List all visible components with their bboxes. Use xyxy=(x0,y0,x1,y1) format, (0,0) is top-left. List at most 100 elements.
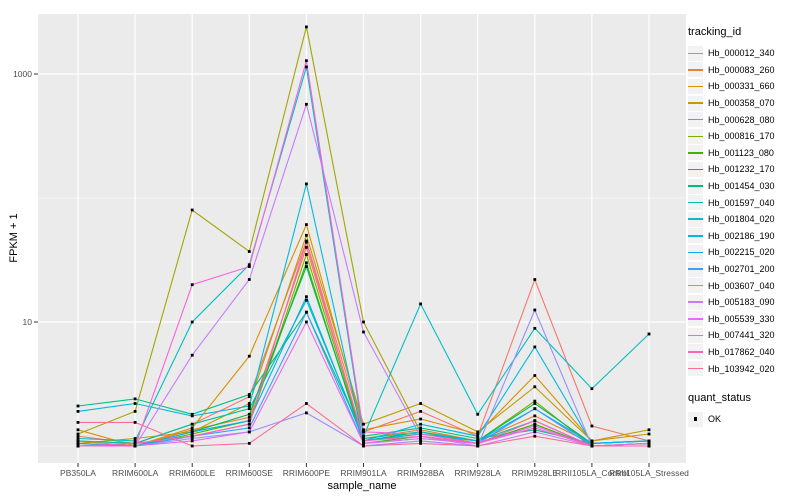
data-point xyxy=(362,320,365,324)
legend-line-icon xyxy=(688,235,703,237)
data-point xyxy=(305,65,308,69)
legend-item-label: Hb_002215_020 xyxy=(708,247,775,258)
legend-line-icon xyxy=(688,251,703,254)
legend-line-icon xyxy=(688,351,703,353)
data-point xyxy=(247,416,251,419)
legend-item-ok: OK xyxy=(688,411,798,428)
data-point xyxy=(362,430,365,434)
data-point xyxy=(76,432,80,436)
data-point xyxy=(247,442,251,445)
data-point xyxy=(247,265,251,268)
legend-key xyxy=(688,145,703,161)
data-point xyxy=(305,102,308,106)
data-point xyxy=(419,426,422,430)
ok-point-icon xyxy=(693,417,698,421)
data-point xyxy=(476,434,480,438)
data-point xyxy=(647,444,651,448)
data-point xyxy=(190,412,194,416)
legend-line-icon xyxy=(688,185,703,187)
x-tick-label: RRII105LA_Control xyxy=(555,468,629,478)
data-point xyxy=(362,434,365,438)
data-point xyxy=(190,439,194,443)
data-point xyxy=(247,354,251,358)
data-point xyxy=(419,422,422,426)
data-point xyxy=(647,432,651,436)
data-point xyxy=(362,428,365,432)
legend-item-label: Hb_000331_660 xyxy=(708,81,775,92)
data-point xyxy=(133,397,137,401)
legend-key xyxy=(688,161,703,177)
legend-item-label: Hb_000012_340 xyxy=(708,48,775,59)
x-tick-label: RRIM600SE xyxy=(226,468,274,478)
legend-item-label: Hb_001232_170 xyxy=(708,164,775,175)
data-point xyxy=(590,387,594,391)
legend-item-Hb_000083_260: Hb_000083_260 xyxy=(688,62,798,79)
legend-item-label: Hb_001454_030 xyxy=(708,181,775,192)
data-point xyxy=(133,437,137,440)
data-point xyxy=(76,428,80,432)
data-point xyxy=(247,430,251,434)
legend-item-Hb_000816_170: Hb_000816_170 xyxy=(688,128,798,145)
data-point xyxy=(305,253,308,256)
legend-line-icon xyxy=(688,102,703,104)
y-tick-label: 10 xyxy=(23,317,33,327)
legend-key xyxy=(688,228,703,244)
data-point xyxy=(476,439,480,443)
legend-item-label: Hb_000628_080 xyxy=(708,114,775,125)
legend-key xyxy=(688,344,703,360)
data-point xyxy=(419,417,422,421)
legend-item-Hb_001597_040: Hb_001597_040 xyxy=(688,194,798,211)
legend-item-label: Hb_002186_190 xyxy=(708,230,775,241)
data-point xyxy=(476,412,480,416)
data-point xyxy=(362,330,365,334)
data-point xyxy=(419,434,422,438)
legend-item-label: Hb_017862_040 xyxy=(708,346,775,357)
data-point xyxy=(590,439,594,443)
data-point xyxy=(247,395,251,399)
legend-key xyxy=(688,261,703,277)
data-point xyxy=(76,444,80,448)
legend-item-Hb_001804_020: Hb_001804_020 xyxy=(688,211,798,228)
legend-line-icon xyxy=(688,118,703,121)
legend-line-icon xyxy=(688,218,703,220)
y-tick-label: 1000 xyxy=(13,69,32,79)
data-point xyxy=(76,421,80,424)
data-point xyxy=(305,233,308,237)
legend-item-Hb_005183_090: Hb_005183_090 xyxy=(688,294,798,311)
data-point xyxy=(419,302,422,306)
legend-line-icon xyxy=(688,135,703,138)
x-tick-label: RRIM928LA xyxy=(455,468,502,478)
legend-item-label: Hb_000358_070 xyxy=(708,98,775,109)
data-point xyxy=(647,442,651,445)
data-point xyxy=(476,437,480,440)
legend-key xyxy=(688,294,703,310)
data-point xyxy=(247,278,251,281)
legend-line-icon xyxy=(688,284,703,287)
legend-key xyxy=(688,78,703,94)
data-point xyxy=(305,245,308,249)
data-point xyxy=(533,402,537,405)
legend-key xyxy=(688,311,703,327)
legend-title-quant-status: quant_status xyxy=(688,391,751,404)
legend-item-label: Hb_001123_080 xyxy=(708,147,774,158)
data-point xyxy=(533,374,537,377)
data-point xyxy=(76,442,80,445)
legend-panel: tracking_id Hb_000012_340 Hb_000083_260 Hb… xyxy=(688,26,798,427)
x-axis-title: sample_name xyxy=(327,480,397,492)
data-point xyxy=(190,437,194,440)
data-point xyxy=(533,308,537,312)
data-point xyxy=(133,410,137,413)
data-point xyxy=(190,432,194,436)
legend-item-Hb_001454_030: Hb_001454_030 xyxy=(688,178,798,195)
data-point xyxy=(190,353,194,357)
legend-item-label: Hb_002701_200 xyxy=(708,264,775,275)
legend-item-Hb_002701_200: Hb_002701_200 xyxy=(688,261,798,278)
data-point xyxy=(76,404,80,408)
legend-item-Hb_000628_080: Hb_000628_080 xyxy=(688,111,798,128)
data-point xyxy=(247,412,251,416)
data-point xyxy=(247,407,251,411)
legend-line-icon xyxy=(688,69,703,71)
x-tick-label: RRIM600LA xyxy=(112,468,159,478)
